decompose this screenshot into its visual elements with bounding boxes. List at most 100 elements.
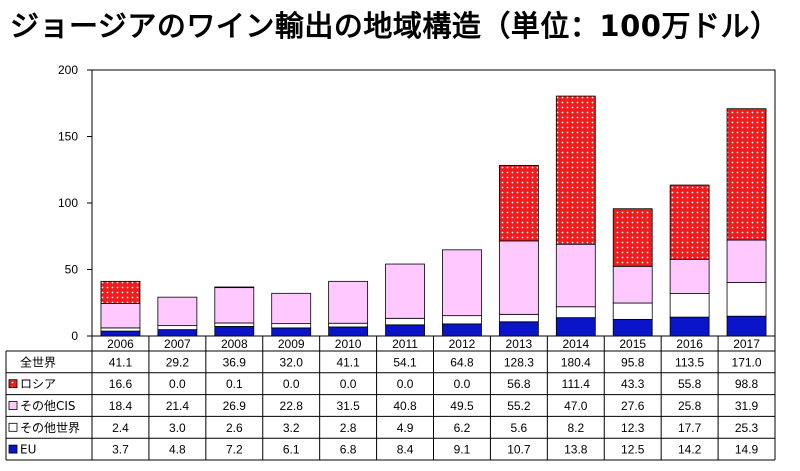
y-tick-label: 0 [71, 329, 78, 343]
data-label: 26.9 [223, 399, 247, 413]
bar-segment-5-その他CIS [328, 280, 369, 324]
data-label: 111.4 [562, 377, 591, 391]
bar-segment-8-その他CIS [498, 240, 539, 315]
data-label: 0.1 [226, 377, 243, 391]
x-tick-label: 2009 [278, 337, 305, 351]
bar-segment-4-その他世界 [271, 323, 312, 329]
bar-segment-4-EU [271, 327, 312, 337]
bar-segment-1-その他CIS [100, 303, 141, 329]
data-label: 12.5 [621, 443, 645, 457]
table-row-label: 全世界 [20, 354, 56, 369]
y-tick-label: 50 [65, 263, 79, 277]
bar-segment-12-その他CIS [726, 239, 767, 283]
bar-segment-12-EU [726, 315, 767, 337]
data-label: 98.8 [735, 377, 759, 391]
x-tick-label: 2008 [221, 337, 248, 351]
data-label: 113.5 [675, 355, 704, 369]
table-row-label: ロシア [20, 377, 56, 391]
bar-segment-10-ロシア [612, 208, 653, 267]
table-row-label: その他CIS [20, 399, 76, 413]
bar-segment-3-ロシア [214, 286, 255, 289]
data-label: 29.2 [166, 355, 190, 369]
bar-segment-6-その他世界 [385, 317, 425, 326]
bar-segment-1-ロシア [100, 280, 141, 304]
data-label: 41.1 [336, 355, 360, 369]
bar-segment-3-その他CIS [214, 286, 255, 324]
data-label: 95.8 [621, 355, 645, 369]
table-row-label: EU [20, 443, 36, 457]
data-label: 2.6 [226, 421, 243, 435]
data-label: 18.4 [109, 399, 133, 413]
bar-segment-8-EU [498, 321, 539, 337]
bar-segment-3-EU [214, 326, 255, 337]
y-tick-label: 100 [58, 196, 78, 210]
bar-segment-7-その他世界 [442, 315, 482, 325]
data-label: 8.4 [397, 443, 414, 457]
data-label: 31.5 [336, 399, 360, 413]
data-label: 54.1 [393, 355, 417, 369]
bar-segment-4-その他CIS [271, 292, 312, 325]
bar-segment-6-その他CIS [385, 263, 425, 319]
data-label: 0.0 [169, 377, 186, 391]
data-label: 9.1 [454, 443, 471, 457]
bar-segment-11-その他CIS [669, 258, 710, 294]
bar-segment-1-EU [100, 330, 141, 337]
data-label: 47.0 [564, 399, 588, 413]
data-label: 17.7 [678, 421, 702, 435]
data-label: 0.0 [454, 377, 471, 391]
plot-area: 0 50 100 150 200 [58, 63, 776, 343]
data-label: 4.8 [169, 443, 186, 457]
data-label: 55.2 [507, 399, 531, 413]
data-label: 171.0 [732, 355, 762, 369]
y-tick-label: 150 [58, 130, 78, 144]
data-label: 41.1 [109, 355, 133, 369]
bar-segment-9-その他CIS [555, 243, 596, 308]
data-label: 0.0 [340, 377, 357, 391]
data-label: 2.8 [340, 421, 357, 435]
data-label: 12.3 [621, 421, 645, 435]
x-tick-label: 2010 [335, 337, 362, 351]
data-label: 14.9 [735, 443, 759, 457]
legend-swatch [8, 422, 18, 432]
data-label: 7.2 [226, 443, 243, 457]
bar-segment-6-EU [385, 324, 425, 337]
x-tick-label: 2015 [619, 337, 646, 351]
x-tick-label: 2012 [449, 337, 476, 351]
data-label: 31.9 [735, 399, 759, 413]
x-tick-label: 2007 [164, 337, 191, 351]
bar-segment-8-ロシア [498, 164, 539, 242]
data-label: 36.9 [223, 355, 247, 369]
data-label: 128.3 [504, 355, 534, 369]
data-label: 6.2 [454, 421, 471, 435]
data-label: 6.8 [340, 443, 357, 457]
data-label: 3.2 [283, 421, 300, 435]
data-label: 6.1 [283, 443, 300, 457]
bar-segment-7-EU [442, 323, 482, 337]
data-label: 32.0 [280, 355, 304, 369]
data-table: 2006 2007 2008 2009 2010 2011 2012 2013 2014 2015… [5, 336, 776, 461]
bar-segment-8-その他世界 [498, 313, 539, 323]
bar-segment-7-その他CIS [442, 249, 482, 317]
bar-segment-5-EU [328, 326, 369, 337]
bar-segment-3-その他世界 [214, 322, 255, 327]
bar-segment-10-その他世界 [612, 302, 653, 320]
x-tick-label: 2006 [107, 337, 134, 351]
data-label: 55.8 [678, 377, 702, 391]
bar-segment-5-その他世界 [328, 322, 369, 328]
data-label: 0.0 [283, 377, 300, 391]
data-label: 27.6 [621, 399, 645, 413]
x-tick-label: 2016 [676, 337, 703, 351]
legend-swatch [8, 379, 18, 389]
x-tick-label: 2014 [562, 337, 589, 351]
bar-segment-2-EU [157, 329, 198, 337]
bar-segment-10-その他CIS [612, 265, 653, 304]
bar-segment-2-その他世界 [157, 325, 198, 331]
data-label: 3.7 [112, 443, 129, 457]
data-label: 0.0 [397, 377, 414, 391]
data-label: 64.8 [450, 355, 474, 369]
data-label: 43.3 [621, 377, 645, 391]
x-tick-label: 2013 [506, 337, 533, 351]
data-label: 10.7 [507, 443, 531, 457]
x-tick-label: 2017 [733, 337, 760, 351]
